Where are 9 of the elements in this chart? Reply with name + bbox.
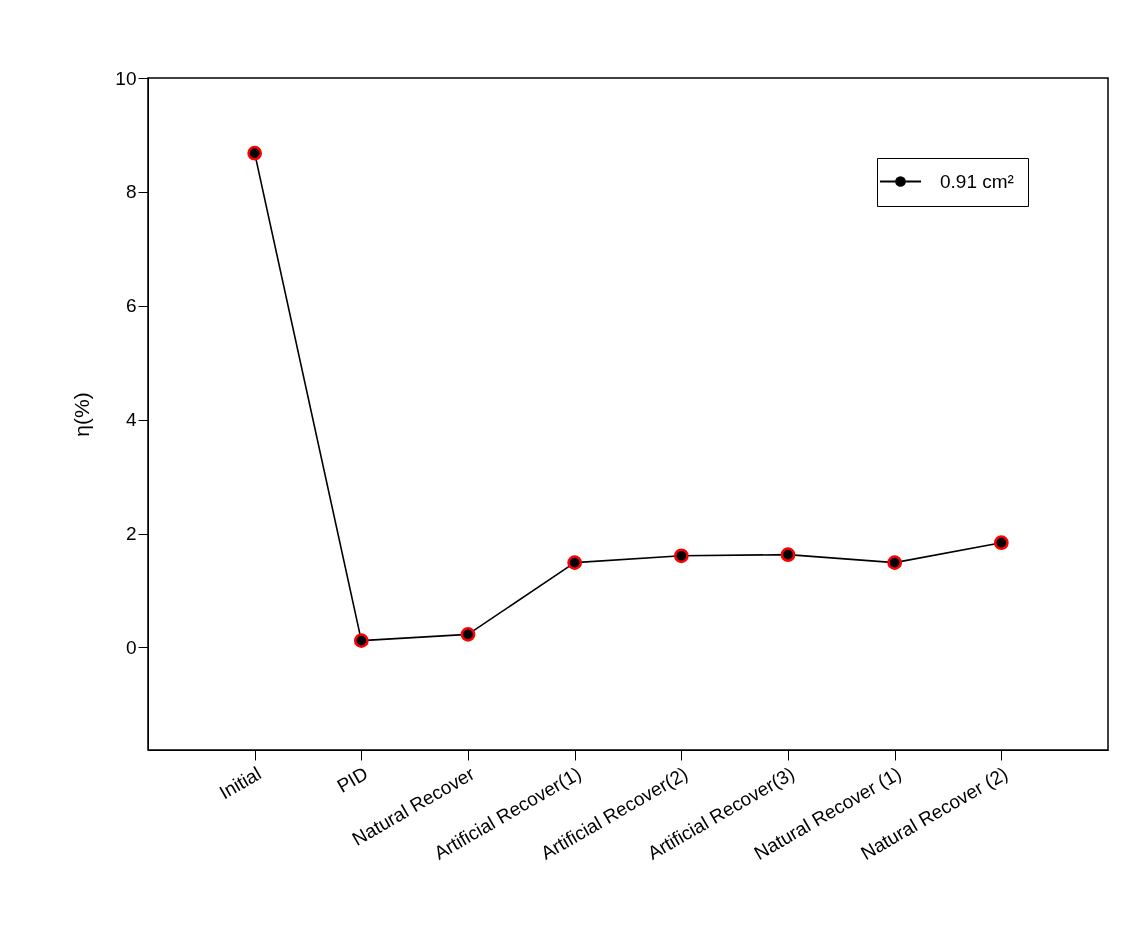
y-tick-label: 4 [125, 409, 137, 431]
y-axis-title: η(%) [70, 392, 94, 437]
y-tick-label: 6 [125, 295, 137, 317]
y-tick-label: 10 [115, 67, 137, 89]
y-tick-label: 0 [125, 636, 137, 658]
y-tick-label: 8 [125, 181, 137, 203]
legend-label: 0.91 cm² [940, 170, 1014, 192]
y-tick-label: 2 [125, 523, 137, 545]
x-tick-label: PID [333, 762, 372, 797]
